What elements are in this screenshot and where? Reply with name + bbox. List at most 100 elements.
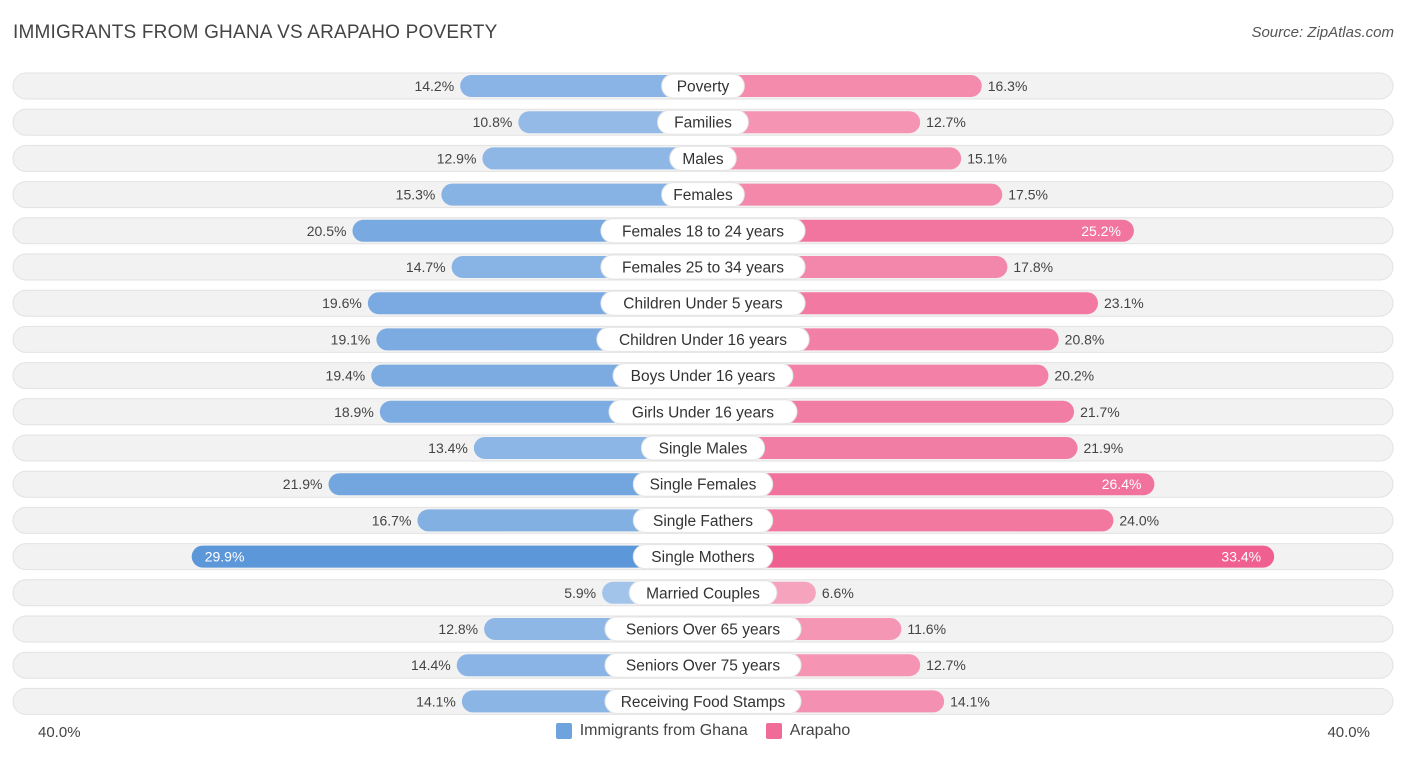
value-label-ghana: 12.8% — [438, 621, 478, 637]
value-label-arapaho: 16.3% — [988, 78, 1028, 94]
category-pill — [628, 580, 778, 606]
chart-title: IMMIGRANTS FROM GHANA VS ARAPAHO POVERTY — [13, 22, 498, 43]
bar-arapaho — [703, 509, 1114, 532]
bar-arapaho — [703, 183, 1003, 206]
bar-ghana — [518, 111, 703, 134]
legend-label-arapaho: Arapaho — [789, 722, 851, 739]
value-label-ghana: 14.7% — [406, 259, 446, 275]
value-label-arapaho: 17.5% — [1008, 187, 1048, 203]
category-pill — [632, 544, 774, 570]
category-label: Poverty — [677, 79, 730, 96]
value-label-ghana: 14.1% — [416, 693, 456, 709]
category-label: Single Mothers — [651, 549, 755, 566]
category-pill — [661, 73, 745, 99]
legend-label-ghana: Immigrants from Ghana — [579, 722, 748, 739]
bar-arapaho — [703, 75, 982, 97]
value-label-ghana: 15.3% — [396, 187, 436, 203]
category-label: Males — [682, 151, 724, 168]
category-label: Females 25 to 34 years — [622, 260, 784, 277]
bar-arapaho — [703, 219, 1134, 242]
value-label-arapaho: 6.6% — [822, 585, 854, 601]
category-pill — [632, 471, 774, 497]
bar-arapaho — [703, 545, 1275, 568]
category-pill — [657, 109, 749, 135]
bar-arapaho — [703, 437, 1078, 459]
legend-swatch-ghana — [555, 723, 572, 739]
bar-ghana — [482, 147, 703, 170]
category-pill — [632, 507, 774, 533]
category-label: Children Under 16 years — [619, 332, 787, 349]
value-label-arapaho: 20.2% — [1054, 368, 1094, 384]
value-label-ghana: 16.7% — [372, 512, 412, 528]
value-label-arapaho: 21.9% — [1083, 440, 1123, 456]
category-pill — [669, 145, 737, 171]
value-label-arapaho: 15.1% — [967, 150, 1007, 166]
value-label-ghana: 19.6% — [322, 295, 362, 311]
category-label: Single Fathers — [653, 513, 753, 530]
legend-item-arapaho[interactable]: Arapaho — [765, 722, 851, 740]
value-label-arapaho: 17.8% — [1013, 259, 1053, 275]
category-pill — [600, 218, 806, 244]
category-label: Seniors Over 65 years — [626, 622, 780, 639]
axis-left-label: 40.0% — [38, 724, 81, 741]
category-label: Married Couples — [646, 585, 760, 602]
category-label: Single Females — [650, 477, 757, 494]
category-label: Single Males — [659, 441, 748, 458]
axis-right-label: 40.0% — [1327, 724, 1370, 741]
category-label: Families — [674, 115, 732, 132]
category-pill — [604, 688, 802, 714]
value-label-ghana: 10.8% — [473, 114, 513, 130]
value-label-ghana: 19.1% — [331, 331, 371, 347]
value-label-ghana: 29.9% — [205, 549, 245, 565]
legend: Immigrants from Ghana Arapaho — [0, 722, 1406, 740]
value-label-arapaho: 12.7% — [926, 114, 966, 130]
bar-arapaho — [703, 111, 921, 134]
value-label-arapaho: 21.7% — [1080, 404, 1120, 420]
bar-ghana — [441, 183, 703, 206]
value-label-ghana: 14.4% — [411, 657, 451, 673]
category-pill — [600, 254, 806, 280]
value-label-ghana: 5.9% — [564, 585, 596, 601]
value-label-arapaho: 33.4% — [1221, 549, 1261, 565]
value-label-arapaho: 24.0% — [1119, 512, 1159, 528]
category-label: Females 18 to 24 years — [622, 223, 784, 240]
category-pill — [604, 616, 802, 642]
bar-ghana — [191, 545, 703, 568]
category-pill — [608, 399, 798, 425]
value-label-ghana: 19.4% — [326, 368, 366, 384]
value-label-arapaho: 23.1% — [1104, 295, 1144, 311]
value-label-arapaho: 12.7% — [926, 657, 966, 673]
category-label: Boys Under 16 years — [631, 368, 776, 385]
category-pill — [600, 290, 806, 316]
value-label-arapaho: 11.6% — [907, 621, 946, 637]
value-label-ghana: 21.9% — [283, 476, 323, 492]
category-label: Receiving Food Stamps — [621, 694, 786, 711]
value-label-ghana: 18.9% — [334, 404, 374, 420]
legend-item-ghana[interactable]: Immigrants from Ghana — [555, 722, 748, 740]
category-pill — [661, 182, 745, 208]
bar-ghana — [460, 75, 703, 97]
value-label-ghana: 14.2% — [414, 78, 454, 94]
legend-swatch-arapaho — [765, 723, 782, 739]
value-label-arapaho: 26.4% — [1102, 476, 1142, 492]
category-pill — [612, 363, 794, 389]
category-pill — [604, 652, 802, 678]
category-label: Seniors Over 75 years — [626, 658, 780, 675]
value-label-arapaho: 25.2% — [1081, 223, 1121, 239]
source-label: Source: ZipAtlas.com — [1251, 24, 1394, 41]
value-label-ghana: 12.9% — [437, 150, 477, 166]
value-label-ghana: 20.5% — [307, 223, 347, 239]
value-label-arapaho: 20.8% — [1065, 331, 1105, 347]
category-label: Girls Under 16 years — [632, 404, 774, 421]
bar-arapaho — [703, 473, 1155, 496]
category-label: Children Under 5 years — [623, 296, 783, 313]
value-label-arapaho: 14.1% — [950, 693, 990, 709]
bar-arapaho — [703, 147, 962, 170]
value-label-ghana: 13.4% — [428, 440, 468, 456]
category-label: Females — [673, 187, 733, 204]
bar-ghana — [328, 473, 703, 496]
bar-ghana — [417, 509, 703, 532]
category-pill — [640, 435, 766, 461]
category-pill — [596, 326, 810, 352]
